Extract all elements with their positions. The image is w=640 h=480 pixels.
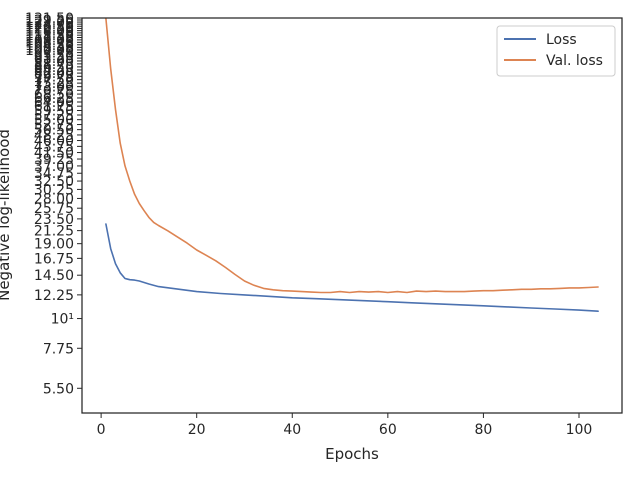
y-tick-label: 66.25: [34, 91, 74, 107]
y-tick-label: 104.50: [25, 38, 74, 54]
y-tick-label: 109.00: [25, 33, 74, 49]
y-tick-label: 55.00: [34, 113, 74, 129]
y-tick-label: 30.25: [34, 182, 74, 198]
y-tick-label: 102.25: [25, 40, 74, 56]
y-tick-label: 124.75: [25, 17, 74, 33]
y-tick-label: 59.50: [34, 104, 74, 120]
x-axis-ticks: 0 20 40 60 80 100: [97, 413, 593, 438]
y-tick-label: 32.50: [34, 174, 74, 190]
y-tick-label: 23.50: [34, 212, 74, 228]
y-tick-label: 61.75: [34, 99, 74, 115]
y-tick-label: 73.00: [34, 80, 74, 96]
y-tick-label: 50.50: [34, 123, 74, 139]
y-tick-label: 25.75: [34, 201, 74, 217]
y-tick-label: 43.75: [34, 139, 74, 155]
y-tick-label: 118.00: [25, 24, 74, 40]
y-tick-label: 100.00: [25, 43, 74, 59]
y-tick-label: 28.00: [34, 191, 74, 207]
y-tick-label: 88.75: [34, 57, 74, 73]
y-tick-label: 5.50: [43, 381, 74, 397]
y-tick-label: 82.00: [34, 66, 74, 82]
y-tick-label: 93.25: [34, 51, 74, 67]
y-tick-label: 111.25: [25, 31, 74, 47]
y-tick-label: 113.50: [25, 28, 74, 44]
y-tick-label: 14.50: [34, 268, 74, 284]
y-tick-label: 37.00: [34, 159, 74, 175]
legend-label-loss: Loss: [546, 32, 577, 48]
y-tick-label: 79.75: [34, 69, 74, 85]
y-tick-label: 48.25: [34, 128, 74, 144]
y-tick-label: 86.50: [34, 60, 74, 76]
y-tick-label: 129.25: [25, 13, 74, 29]
y-tick-label: 39.25: [34, 152, 74, 168]
x-tick-label: 60: [379, 422, 397, 438]
y-tick-label: 91.00: [34, 54, 74, 70]
y-tick-label: 21.25: [34, 224, 74, 240]
series-layer: [105, 17, 599, 313]
y-tick-label: 70.75: [34, 83, 74, 99]
y-tick-label: 97.75: [34, 46, 74, 62]
y-tick-label: 16.75: [34, 251, 74, 267]
y-tick-label: 77.50: [34, 73, 74, 89]
y-tick-label: 41.50: [34, 146, 74, 162]
series-line-val-loss: [105, 17, 599, 294]
y-tick-label: 57.25: [34, 108, 74, 124]
plot-frame: [81, 17, 623, 414]
x-tick-label: 20: [188, 422, 206, 438]
y-axis-label: Negative log-likelihood: [0, 129, 13, 301]
x-tick-label: 80: [475, 422, 493, 438]
y-tick-label: 131.50: [25, 11, 74, 27]
y-tick-label: 68.50: [34, 87, 74, 103]
y-tick-label: 46.00: [34, 134, 74, 150]
y-tick-label: 10¹: [51, 312, 74, 328]
x-axis-label: Epochs: [325, 445, 379, 463]
plot-background: [82, 18, 622, 413]
y-tick-label: 122.50: [25, 19, 74, 35]
y-tick-label: 64.00: [34, 95, 74, 111]
legend: Loss Val. loss: [496, 25, 616, 77]
x-tick-label: 40: [283, 422, 301, 438]
y-tick-label: 19.00: [34, 237, 74, 253]
y-tick-label: 7.75: [43, 341, 74, 357]
x-tick-label: 100: [566, 422, 593, 438]
y-tick-label: 12.25: [34, 288, 74, 304]
y-tick-label: 52.75: [34, 118, 74, 134]
y-tick-label: 106.75: [25, 35, 74, 51]
y-tick-label: 84.25: [34, 63, 74, 79]
x-tick-label: 0: [97, 422, 106, 438]
y-tick-label: 75.25: [34, 76, 74, 92]
legend-label-val-loss: Val. loss: [546, 53, 603, 69]
y-tick-label: 115.75: [25, 26, 74, 42]
y-tick-label: 34.75: [34, 166, 74, 182]
y-tick-label: 127.00: [25, 15, 74, 31]
y-axis-ticks: 5.50 7.75 10¹ 12.25 14.5016.7519.0021.2523.5…: [25, 11, 82, 397]
series-line-loss: [105, 223, 599, 313]
y-tick-label: 120.25: [25, 21, 74, 37]
y-tick-label: 95.50: [34, 48, 74, 64]
